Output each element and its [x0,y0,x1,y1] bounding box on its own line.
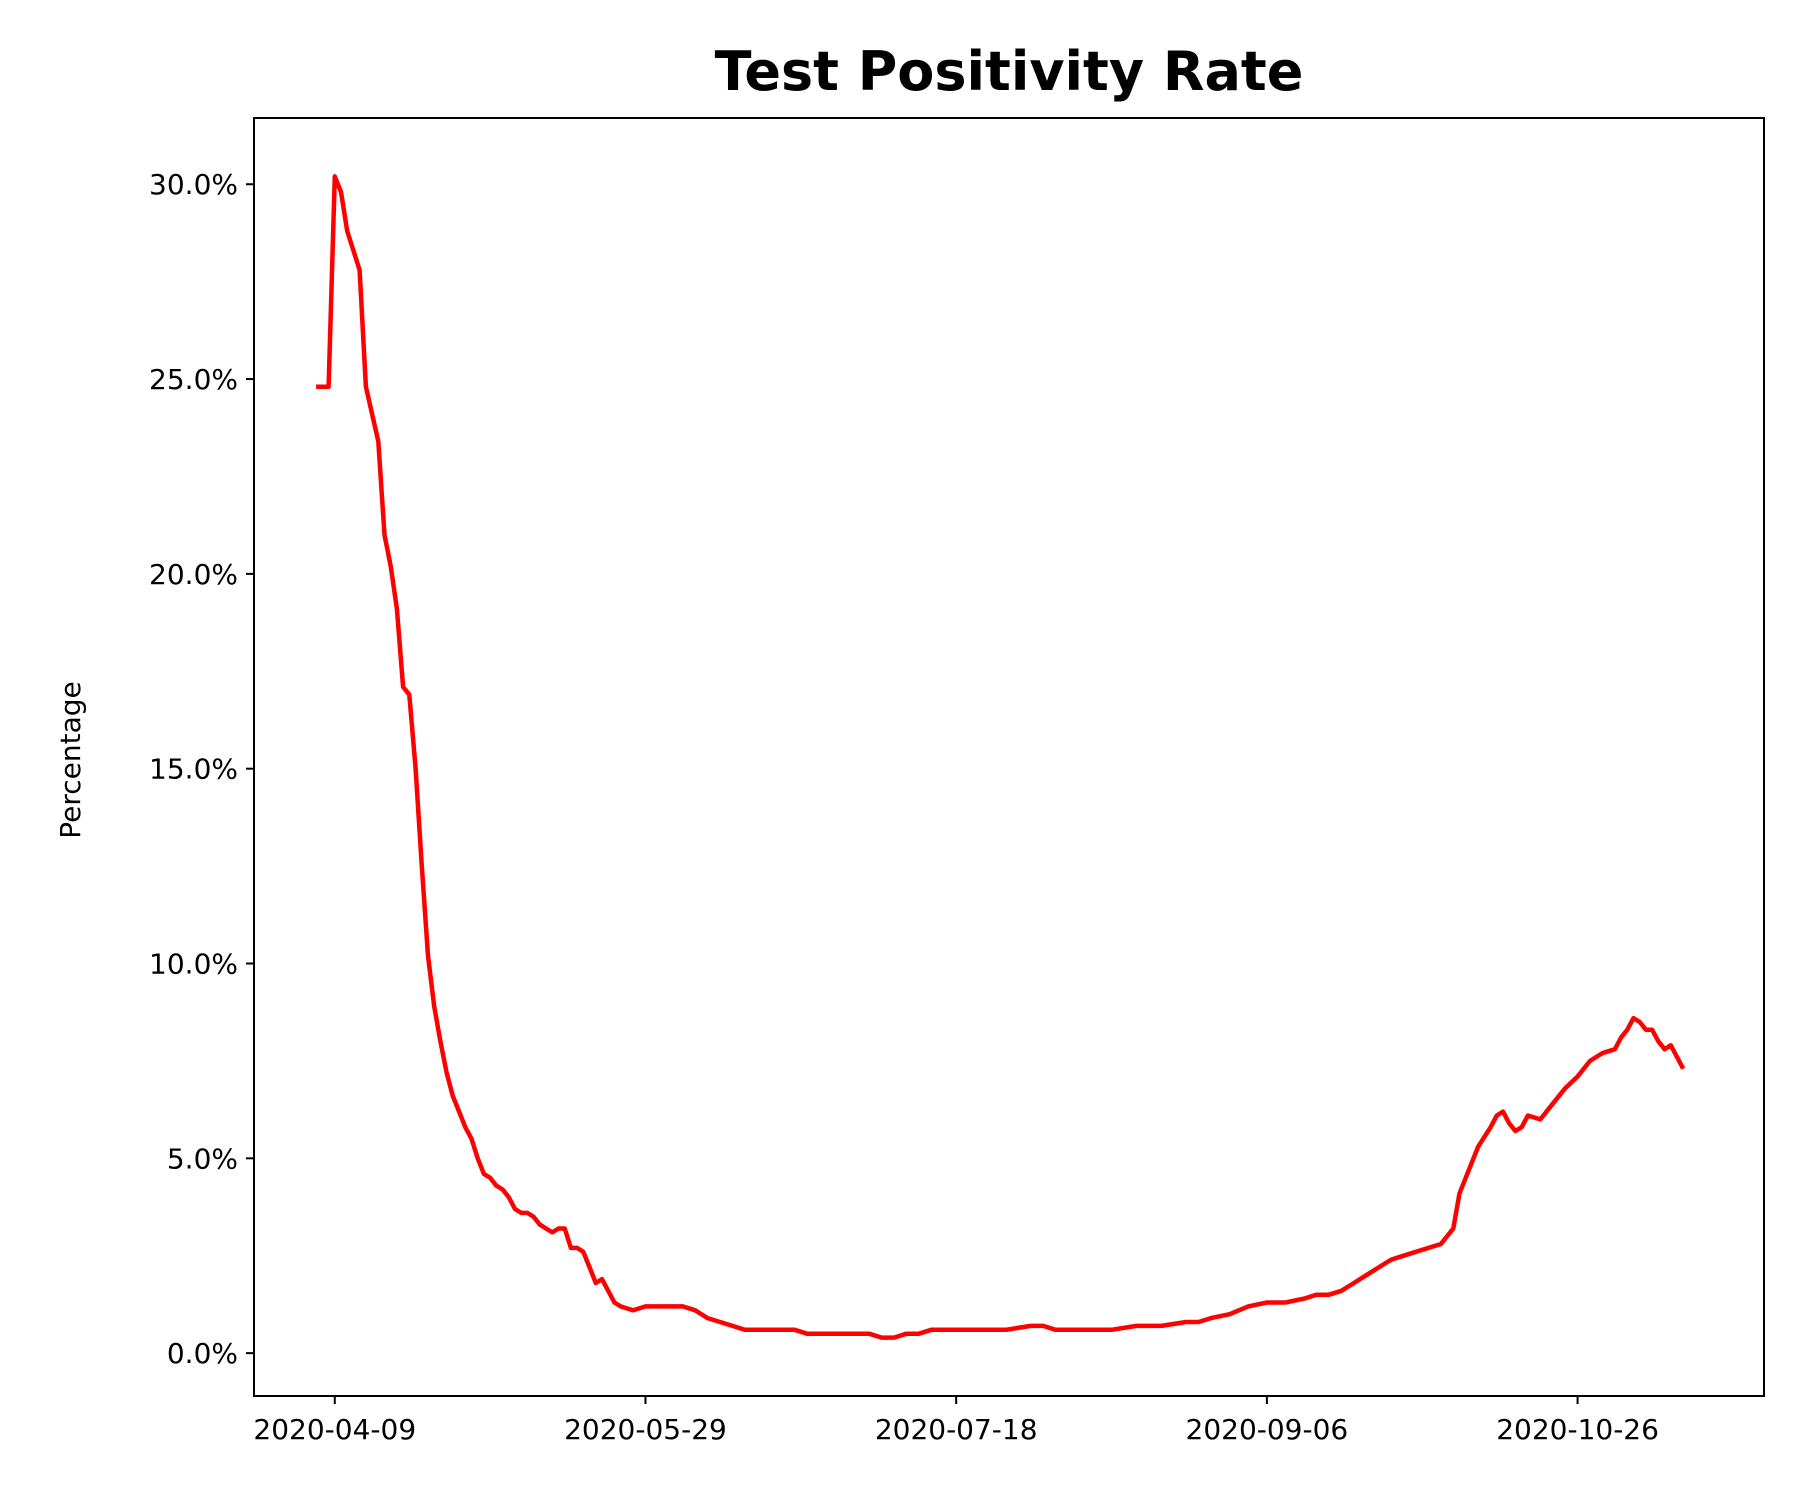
x-tick-label: 2020-04-09 [253,1413,416,1446]
y-tick-label: 10.0% [149,948,238,981]
positivity-line [316,174,1686,1340]
x-tick-label: 2020-10-26 [1496,1413,1659,1446]
x-tick-label: 2020-07-18 [875,1413,1038,1446]
y-tick-label: 5.0% [167,1142,238,1175]
y-tick-label: 30.0% [149,168,238,201]
y-tick-label: 0.0% [167,1337,238,1370]
x-axis: 2020-04-09 2020-05-29 2020-07-18 2020-09-06… [253,1396,1659,1446]
chart-title: Test Positivity Rate [715,40,1304,103]
y-axis-label: Percentage [54,681,87,839]
y-axis: 0.0% 5.0% 10.0% 15.0% 20.0% 25.0% 30.0% [149,168,254,1370]
plot-frame [253,117,1765,1397]
plot-area [316,174,1686,1340]
y-tick-label: 15.0% [149,753,238,786]
y-tick-label: 25.0% [149,363,238,396]
y-tick-label: 20.0% [149,558,238,591]
x-tick-label: 2020-05-29 [564,1413,727,1446]
x-tick-label: 2020-09-06 [1186,1413,1349,1446]
